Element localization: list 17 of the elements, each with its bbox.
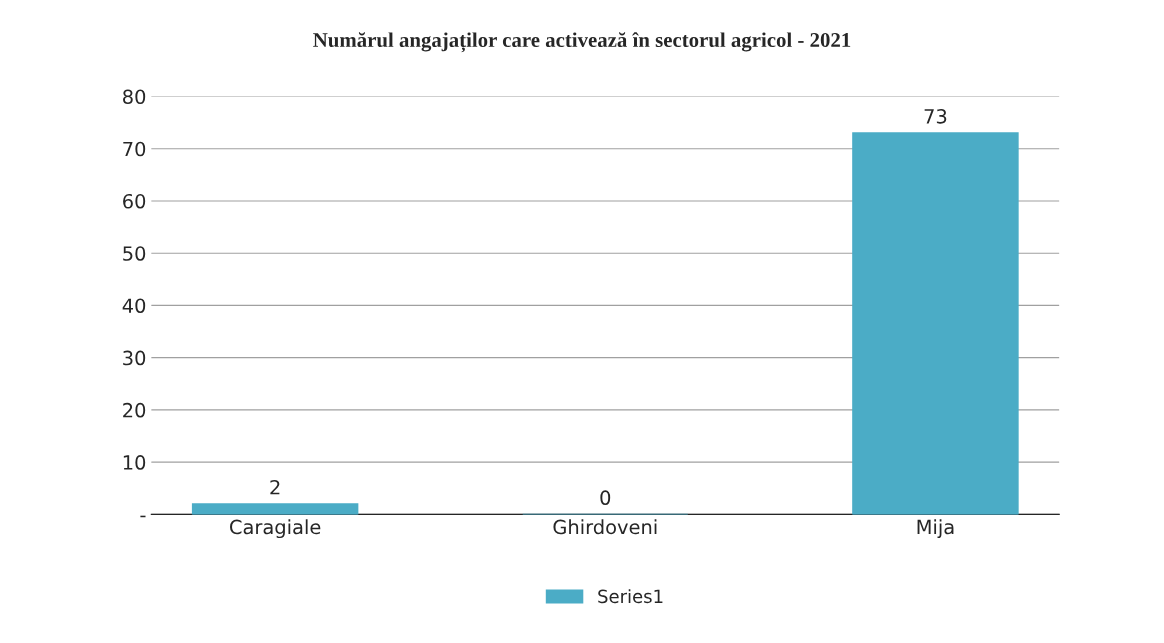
y-tick-label: 10: [123, 455, 146, 470]
data-label: 2: [270, 479, 280, 495]
x-tick-label: Caragiale: [230, 519, 321, 539]
data-label: 73: [924, 108, 947, 124]
y-tick-label: 70: [123, 141, 146, 157]
y-tick-label: 30: [123, 350, 146, 366]
y-tick-label: 50: [123, 246, 146, 261]
data-label: 0: [600, 490, 611, 506]
x-tick-label: Mija: [917, 519, 954, 539]
y-tick-label: 20: [123, 402, 146, 418]
legend-label: Series1: [598, 589, 663, 604]
y-tick-label: 80: [123, 89, 146, 105]
y-tick-label: 40: [122, 298, 146, 314]
x-tick-label: Ghirdoveni: [553, 519, 657, 535]
y-tick-label: 60: [123, 193, 146, 209]
chart-title: Numărul angajaților care activează în sectorul agricol - 2021: [313, 32, 851, 53]
y-tick-label: -: [140, 515, 146, 518]
